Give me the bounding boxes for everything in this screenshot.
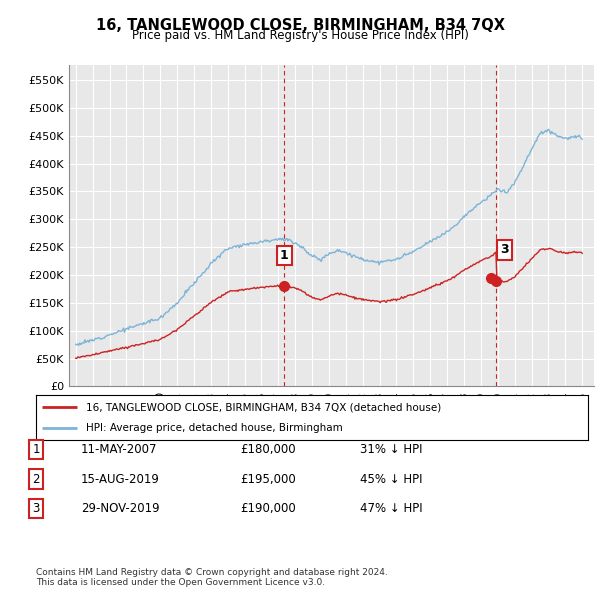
- Text: HPI: Average price, detached house, Birmingham: HPI: Average price, detached house, Birm…: [86, 424, 343, 434]
- Text: 31% ↓ HPI: 31% ↓ HPI: [360, 443, 422, 456]
- Text: £190,000: £190,000: [240, 502, 296, 515]
- Text: 47% ↓ HPI: 47% ↓ HPI: [360, 502, 422, 515]
- Text: 15-AUG-2019: 15-AUG-2019: [81, 473, 160, 486]
- Text: £180,000: £180,000: [240, 443, 296, 456]
- Text: Price paid vs. HM Land Registry's House Price Index (HPI): Price paid vs. HM Land Registry's House …: [131, 29, 469, 42]
- Text: 16, TANGLEWOOD CLOSE, BIRMINGHAM, B34 7QX: 16, TANGLEWOOD CLOSE, BIRMINGHAM, B34 7Q…: [95, 18, 505, 33]
- Text: 3: 3: [32, 502, 40, 515]
- Text: 29-NOV-2019: 29-NOV-2019: [81, 502, 160, 515]
- Text: £195,000: £195,000: [240, 473, 296, 486]
- Text: 1: 1: [32, 443, 40, 456]
- Text: 11-MAY-2007: 11-MAY-2007: [81, 443, 157, 456]
- Text: 45% ↓ HPI: 45% ↓ HPI: [360, 473, 422, 486]
- Text: 1: 1: [280, 249, 289, 262]
- Text: 3: 3: [500, 244, 509, 257]
- Text: 2: 2: [32, 473, 40, 486]
- Text: 16, TANGLEWOOD CLOSE, BIRMINGHAM, B34 7QX (detached house): 16, TANGLEWOOD CLOSE, BIRMINGHAM, B34 7Q…: [86, 402, 441, 412]
- Text: Contains HM Land Registry data © Crown copyright and database right 2024.
This d: Contains HM Land Registry data © Crown c…: [36, 568, 388, 587]
